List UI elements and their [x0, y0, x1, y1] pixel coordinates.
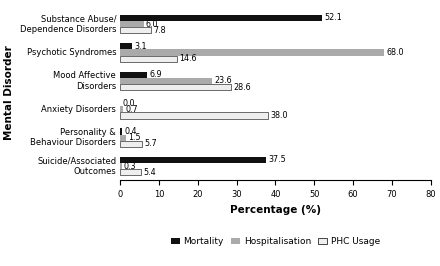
X-axis label: Percentage (%): Percentage (%) [230, 205, 321, 215]
Bar [121, 21, 143, 27]
Text: 0.3: 0.3 [124, 162, 136, 171]
Text: 1.5: 1.5 [128, 133, 141, 142]
Bar [121, 113, 268, 119]
Text: 0.0: 0.0 [122, 98, 135, 107]
Text: 23.6: 23.6 [214, 76, 232, 85]
Text: 68.0: 68.0 [386, 48, 404, 57]
Text: 14.6: 14.6 [180, 54, 197, 63]
Text: 6.0: 6.0 [146, 20, 158, 28]
Text: 52.1: 52.1 [325, 13, 342, 22]
Text: 5.4: 5.4 [143, 168, 156, 177]
Bar [121, 135, 126, 141]
Text: 6.9: 6.9 [150, 70, 162, 79]
Text: 0.7: 0.7 [125, 105, 138, 114]
Bar [121, 169, 141, 176]
Text: 28.6: 28.6 [234, 83, 251, 92]
Bar [121, 106, 123, 113]
Text: 0.4: 0.4 [124, 127, 137, 136]
Text: 7.8: 7.8 [153, 26, 165, 35]
Bar [121, 141, 143, 147]
Bar [121, 56, 177, 62]
Text: 37.5: 37.5 [268, 155, 286, 164]
Bar [121, 49, 384, 56]
Text: 38.0: 38.0 [270, 111, 287, 120]
Bar [121, 15, 323, 21]
Bar [121, 27, 150, 34]
Text: 5.7: 5.7 [145, 139, 158, 148]
Bar [121, 128, 122, 135]
Bar [121, 72, 147, 78]
Text: 3.1: 3.1 [135, 42, 147, 51]
Legend: Mortality, Hospitalisation, PHC Usage: Mortality, Hospitalisation, PHC Usage [167, 234, 384, 250]
Bar [121, 157, 266, 163]
Bar [121, 84, 231, 90]
Y-axis label: Mental Disorder: Mental Disorder [4, 45, 14, 140]
Bar [121, 43, 132, 49]
Bar [121, 78, 212, 84]
